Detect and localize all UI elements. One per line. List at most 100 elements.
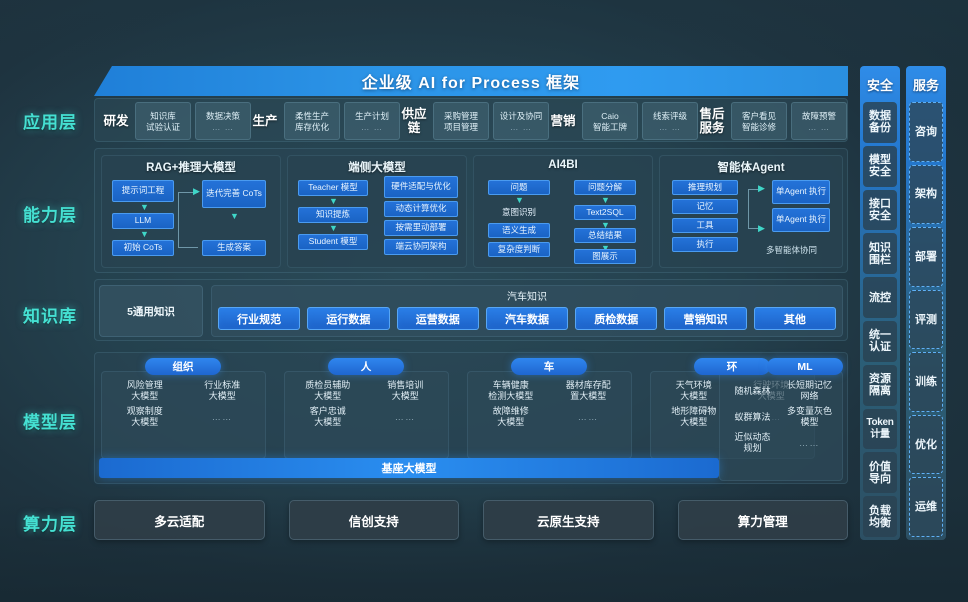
arrow-down-icon: ▼	[601, 243, 610, 253]
rail-item-flow-control[interactable]: 流控	[863, 277, 897, 318]
knowledge-general-card[interactable]: 5通用知识	[99, 285, 203, 337]
chip-on-demand-deploy[interactable]: 按需里动部署	[384, 220, 458, 236]
knowledge-chip-marketing-knowledge[interactable]: 营销知识	[664, 307, 747, 330]
knowledge-automotive-panel: 汽车知识 行业规范 运行数据 运营数据 汽车数据 质检数据 营销知识 其他	[211, 285, 843, 337]
app-card-line: 智能工牌	[592, 121, 627, 132]
connector-line	[178, 192, 198, 248]
model-item-ellipsis: ……	[799, 437, 820, 448]
rail-item-api-security[interactable]: 接口安全	[863, 189, 897, 231]
knowledge-chip-other[interactable]: 其他	[753, 307, 836, 330]
chip-dynamic-compute[interactable]: 动态计算优化	[384, 201, 458, 217]
chip-tools[interactable]: 工具	[672, 218, 738, 233]
chip-text2sql[interactable]: Text2SQL	[574, 205, 636, 220]
app-group-marketing[interactable]: 营销 Caio 智能工牌 线索评级 … …	[548, 99, 698, 143]
capability-box-agent[interactable]: 智能体Agent 推理规划 记忆 工具 执行 ▶ ▶ 单Agent 执行 单Ag…	[659, 155, 843, 268]
capability-box-edge-model[interactable]: 端侧大模型 Teacher 模型 ▼ 知识提炼 ▼ Student 模型 硬件适…	[287, 155, 467, 268]
chip-initial-cots[interactable]: 初始 CoTs	[112, 240, 174, 256]
model-pill-people[interactable]: 人	[328, 358, 404, 375]
chip-semantic-generation[interactable]: 语义生成	[488, 223, 550, 238]
layer-label-knowledge: 知识库	[23, 307, 77, 326]
app-card[interactable]: 采购管理 项目管理	[433, 102, 489, 140]
app-card-line: … …	[211, 121, 235, 132]
app-card-line: 故障预警	[801, 110, 836, 121]
chip-single-agent-exec[interactable]: 单Agent 执行	[772, 208, 830, 232]
arrow-right-icon: ▶	[758, 223, 765, 233]
rail-item-consulting[interactable]: 咨询	[909, 102, 943, 162]
chip-iterative-cots[interactable]: 迭代完善 CoTs	[202, 180, 266, 208]
model-box-organization[interactable]: 风险管理 大模型 行业标准 大模型 观察制度 大模型 ……	[101, 371, 266, 459]
model-box-people[interactable]: 质检员辅助 大模型 销售培训 大模型 客户忠诚 大模型 ……	[284, 371, 449, 459]
rail-item-load-balancing[interactable]: 负载均衡	[863, 496, 897, 537]
knowledge-chip-quality-data[interactable]: 质检数据	[575, 307, 658, 330]
chip-question-decomposition[interactable]: 问题分解	[574, 180, 636, 195]
chip-knowledge-distillation[interactable]: 知识提炼	[298, 207, 368, 223]
app-group-supply-chain[interactable]: 供应链 采购管理 项目管理 设计及协同 … …	[399, 99, 549, 143]
app-card-line: … …	[360, 121, 384, 132]
chip-cloud-edge-arch[interactable]: 端云协同架构	[384, 239, 458, 255]
app-group-title: 售后服务	[699, 107, 725, 135]
compute-card-multicloud[interactable]: 多云适配	[94, 500, 265, 540]
model-pill-vehicle[interactable]: 车	[511, 358, 587, 375]
app-card[interactable]: 柔性生产 库存优化	[284, 102, 340, 140]
chip-memory[interactable]: 记忆	[672, 199, 738, 214]
rail-item-evaluation[interactable]: 评测	[909, 289, 943, 350]
app-card[interactable]: 客户看见 智能诊修	[731, 102, 787, 140]
chip-single-agent-exec[interactable]: 单Agent 执行	[772, 180, 830, 204]
app-card-line: 智能诊修	[741, 121, 776, 132]
rail-item-deployment[interactable]: 部署	[909, 227, 943, 287]
app-card[interactable]: 故障预警 … …	[791, 102, 847, 140]
model-item: 故障维修 大模型	[492, 406, 529, 427]
rail-item-model-security[interactable]: 模型安全	[863, 145, 897, 187]
chip-execution[interactable]: 执行	[672, 237, 738, 252]
base-model-bar[interactable]: 基座大模型	[99, 458, 719, 478]
chip-hardware-adaptation[interactable]: 硬件适配与优化	[384, 176, 458, 198]
rail-item-resource-isolation[interactable]: 资源隔离	[863, 364, 897, 406]
rail-item-operations[interactable]: 运维	[909, 477, 943, 538]
chip-chart-display[interactable]: 图展示	[574, 249, 636, 264]
app-card[interactable]: 线索评级 … …	[642, 102, 698, 140]
arrow-right-icon: ▶	[193, 186, 200, 196]
rail-item-knowledge-fence[interactable]: 知识围栏	[863, 233, 897, 275]
chip-reasoning-planning[interactable]: 推理规划	[672, 180, 738, 195]
chip-llm[interactable]: LLM	[112, 213, 174, 229]
arrow-down-icon: ▼	[329, 223, 338, 233]
model-pill-environment[interactable]: 环	[694, 358, 770, 375]
rail-item-architecture[interactable]: 架构	[909, 164, 943, 225]
model-pill-ml[interactable]: ML	[767, 358, 843, 375]
app-card-line: 知识库	[150, 110, 176, 121]
model-pill-organization[interactable]: 组织	[145, 358, 221, 375]
rail-item-value-orientation[interactable]: 价值导向	[863, 452, 897, 494]
app-card[interactable]: 数据决策 … …	[195, 102, 251, 140]
chip-summary-result[interactable]: 总结结果	[574, 228, 636, 243]
app-card[interactable]: Caio 智能工牌	[582, 102, 638, 140]
knowledge-chip-vehicle-data[interactable]: 汽车数据	[485, 307, 569, 330]
app-card[interactable]: 知识库 试验认证	[135, 102, 191, 140]
app-group-production[interactable]: 生产 柔性生产 库存优化 生产计划 … …	[250, 99, 400, 143]
rail-item-optimization[interactable]: 优化	[909, 414, 943, 475]
rail-item-training[interactable]: 训练	[909, 352, 943, 412]
knowledge-chip-business-data[interactable]: 运营数据	[396, 307, 479, 330]
app-group-rd[interactable]: 研发 知识库 试验认证 数据决策 … …	[101, 99, 251, 143]
chip-teacher-model[interactable]: Teacher 模型	[298, 180, 368, 196]
chip-complexity-judgement[interactable]: 复杂度判断	[488, 242, 550, 257]
model-box-vehicle[interactable]: 车辆健康 检测大模型 器材库存配 置大模型 故障维修 大模型 ……	[467, 371, 632, 459]
app-group-aftersales[interactable]: 售后服务 客户看见 智能诊修 故障预警 … …	[697, 99, 847, 143]
model-box-ml[interactable]: 随机森林 长短期记忆 网络 蚁群算法 多变量灰色 模型 近似动态 规划 ……	[719, 371, 843, 481]
rail-item-unified-auth[interactable]: 统一认证	[863, 320, 897, 362]
rail-item-data-backup[interactable]: 数据备份	[863, 102, 897, 143]
chip-question[interactable]: 问题	[488, 180, 550, 195]
knowledge-chip-industry-standards[interactable]: 行业规范	[218, 307, 301, 330]
chip-prompt-engineering[interactable]: 提示词工程	[112, 180, 174, 202]
chip-student-model[interactable]: Student 模型	[298, 234, 368, 250]
app-card[interactable]: 设计及协同 … …	[493, 102, 549, 140]
chip-generate-answer[interactable]: 生成答案	[202, 240, 266, 256]
capability-box-ai4bi[interactable]: AI4BI 问题 ▼ 意图识别 语义生成 复杂度判断 问题分解 ▼ Text2S…	[473, 155, 653, 268]
compute-card-compute-mgmt[interactable]: 算力管理	[677, 500, 848, 540]
chip-intent-recognition[interactable]: 意图识别	[501, 206, 536, 217]
compute-card-xinchuang[interactable]: 信创支持	[288, 500, 459, 540]
capability-box-rag[interactable]: RAG+推理大模型 提示词工程 ▼ LLM ▼ 初始 CoTs 迭代完善 CoT…	[101, 155, 281, 268]
compute-card-cloudnative[interactable]: 云原生支持	[483, 500, 654, 540]
rail-item-token-metering[interactable]: Token计量	[863, 408, 897, 450]
knowledge-chip-operation-data[interactable]: 运行数据	[307, 307, 390, 330]
app-card[interactable]: 生产计划 … …	[344, 102, 400, 140]
